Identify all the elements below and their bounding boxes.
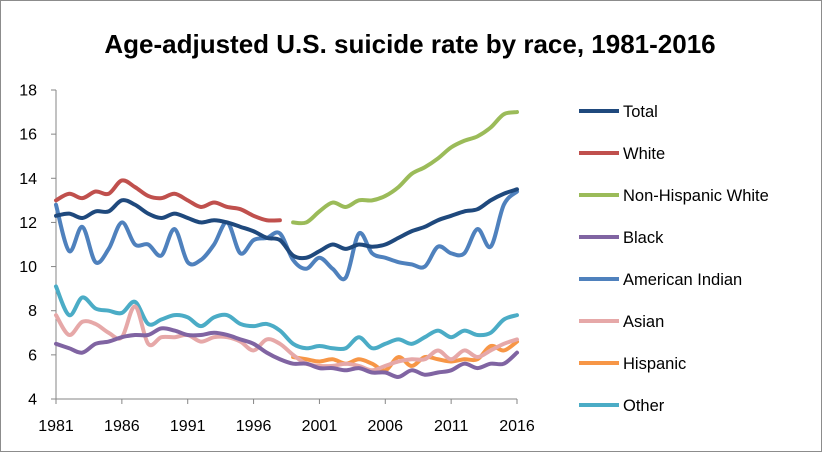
x-tick-label: 1981 — [38, 418, 74, 435]
chart-title: Age-adjusted U.S. suicide rate by race, … — [104, 29, 715, 59]
series-line-white — [54, 178, 282, 223]
y-tick-label: 6 — [28, 347, 37, 364]
y-tick-label: 16 — [19, 127, 37, 144]
legend-label: American Indian — [623, 271, 742, 289]
x-tick-label: 2006 — [367, 418, 403, 435]
series-lines — [54, 110, 519, 379]
y-tick-label: 12 — [19, 215, 37, 232]
legend-item-hispanic: Hispanic — [579, 355, 686, 373]
y-tick-label: 4 — [28, 392, 37, 409]
axes: 4 6 8 10 12 14 16 18 1981 1986 1991 1996 2001 2006 201… — [19, 83, 535, 436]
x-tick-label: 1996 — [236, 418, 272, 435]
legend-item-black: Black — [579, 229, 664, 247]
series-line-american-indian — [54, 189, 519, 282]
legend-label: Hispanic — [623, 355, 686, 373]
x-tick-label: 1991 — [170, 418, 206, 435]
legend: Total White Non-Hispanic White Black America… — [579, 103, 769, 415]
legend-item-american-indian: American Indian — [579, 271, 742, 289]
y-tick-label: 8 — [28, 303, 37, 320]
legend-label: Asian — [623, 313, 664, 331]
series-line-asian — [54, 304, 519, 373]
series-line-black — [54, 326, 519, 379]
legend-item-asian: Asian — [579, 313, 664, 331]
legend-item-other: Other — [579, 397, 665, 415]
y-tick-label: 18 — [19, 83, 37, 100]
y-tick-label: 14 — [19, 171, 37, 188]
y-tick-label: 10 — [19, 259, 37, 276]
x-tick-label: 2001 — [302, 418, 338, 435]
x-tick-label: 2011 — [434, 418, 469, 435]
x-tick-label: 1986 — [104, 418, 140, 435]
legend-item-white: White — [579, 145, 665, 163]
legend-label: White — [623, 145, 665, 163]
legend-label: Non-Hispanic White — [623, 187, 769, 205]
series-line-other — [54, 284, 519, 352]
legend-label: Other — [623, 397, 665, 415]
series-line-non-hispanic-white — [291, 110, 519, 226]
legend-item-total: Total — [579, 103, 658, 121]
legend-label: Black — [623, 229, 664, 247]
x-tick-label: 2016 — [499, 418, 535, 435]
series-line-total — [54, 187, 519, 261]
legend-item-non-hispanic-white: Non-Hispanic White — [579, 187, 769, 205]
legend-label: Total — [623, 103, 658, 121]
